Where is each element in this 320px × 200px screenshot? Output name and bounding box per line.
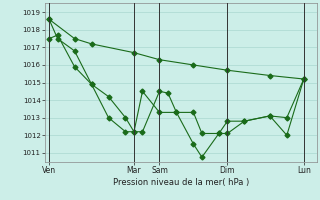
X-axis label: Pression niveau de la mer( hPa ): Pression niveau de la mer( hPa ): [113, 178, 249, 187]
